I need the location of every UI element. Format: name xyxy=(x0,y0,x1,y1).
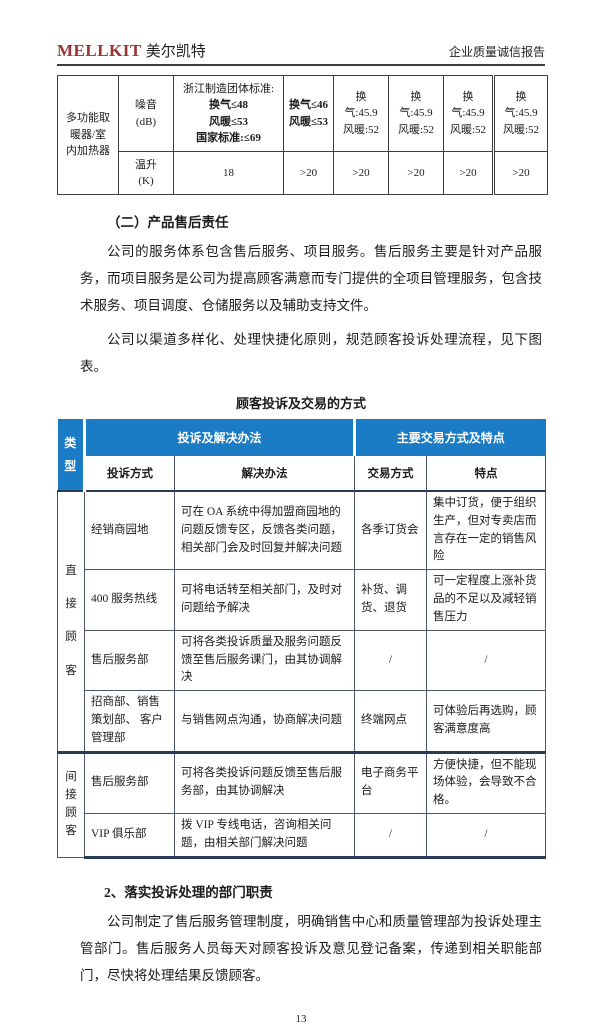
brand-logo-chinese: 美尔凯特 xyxy=(145,44,206,60)
table-cell: 售后服务部 xyxy=(84,750,175,815)
complaint-header-row-1: 类型 投诉及解决办法 主要交易方式及特点 xyxy=(57,419,546,492)
measured-cell: 换 气:45.9 风暖:52 xyxy=(492,75,548,152)
temp-limit-cell: >20 xyxy=(283,151,334,195)
table-cell: 经销商园地 xyxy=(84,490,175,571)
column-header: 投诉方式 xyxy=(84,456,175,492)
temp-measured-cell: >20 xyxy=(492,151,548,195)
metric-unit: (K) xyxy=(138,175,154,187)
standard-title: 浙江制造团体标准: xyxy=(182,82,275,95)
table-cell: 方便快捷，但不能现场体验，会导致不合格。 xyxy=(426,750,547,815)
table-cell: 终端网点 xyxy=(354,690,428,753)
table-cell: 拨 VIP 专线电话，咨询相关问题，由相关部门解决问题 xyxy=(173,813,356,859)
table-cell: / xyxy=(426,629,547,692)
standard-line: 换气≤48 xyxy=(208,99,249,111)
paragraph: 公司以渠道多样化、处理快捷化原则，规范顾客投诉处理流程，见下图表。 xyxy=(80,332,542,374)
measured-cell: 换 气:45.9 风暖:52 xyxy=(388,75,444,152)
limit-line: 换气≤46 xyxy=(288,99,329,111)
table-cell: 可体验后再选购，顾客满意度高 xyxy=(426,690,547,753)
spec-row-noise: 多功能取 暖器/室 内加热器 噪音 (dB) 浙江制造团体标准: 换气≤48 风… xyxy=(57,75,548,195)
table-cell: VIP 俱乐部 xyxy=(84,813,175,859)
temp-measured-cell: >20 xyxy=(388,151,444,195)
customer-type-cell: 直接顾客 xyxy=(57,490,85,753)
page-number: 13 xyxy=(295,1012,307,1025)
group-header-transactions: 主要交易方式及特点 xyxy=(354,419,546,456)
type-header-label: 类型 xyxy=(64,436,77,473)
table-cell: 电子商务平台 xyxy=(354,750,428,815)
customer-type-label: 间接顾客 xyxy=(65,771,77,837)
zhejiang-standard-cell: 浙江制造团体标准: 换气≤48 风暖≤53 国家标准:≤69 xyxy=(173,75,284,152)
table-cell: / xyxy=(426,813,547,859)
complaint-header-row-2: 投诉方式 解决办法 交易方式 特点 xyxy=(58,456,547,492)
page-header: MELLKIT 美尔凯特 企业质量诚信报告 xyxy=(57,40,545,66)
section-heading: 2、落实投诉处理的部门职责 xyxy=(104,884,273,900)
measured-cell: 换 气:45.9 风暖:52 xyxy=(333,75,389,152)
table-cell: 可将各类投诉质量及服务问题反馈至售后服务课门，由其协调解决 xyxy=(173,629,356,692)
column-header: 特点 xyxy=(426,456,547,492)
table-row: 直接顾客 经销商园地 可在 OA 系统中得加盟商园地的问题反馈专区，反馈各类问题… xyxy=(57,490,547,753)
table-cell: / xyxy=(354,813,428,859)
limit-line: 风暖≤53 xyxy=(288,115,329,128)
section-complaint-duty: 2、落实投诉处理的部门职责 公司制定了售后服务管理制度，明确销售中心和质量管理部… xyxy=(80,881,542,989)
product-name-cell: 多功能取 暖器/室 内加热器 xyxy=(57,75,119,195)
group-header-complaints: 投诉及解决办法 xyxy=(84,419,357,456)
document-page: MELLKIT 美尔凯特 企业质量诚信报告 多功能取 暖器/室 内加热器 噪音 (… xyxy=(57,40,548,1025)
limit-cell: 换气≤46 风暖≤53 xyxy=(283,75,334,152)
table-cell: 补货、调货、退货 xyxy=(354,569,428,631)
table-row: 400 服务热线 可将电话转至相关部门，及时对问题给予解决 补货、调货、退货 可… xyxy=(58,569,547,631)
table-cell: 可在 OA 系统中得加盟商园地的问题反馈专区，反馈各类问题，相关部门会及时回复并… xyxy=(173,490,356,571)
table-row: 间接顾客 售后服务部 可将各类投诉问题反馈至售后服务部，由其协调解决 电子商务平… xyxy=(57,750,547,858)
temp-measured-cell: >20 xyxy=(333,151,389,195)
table-cell: 招商部、销售策划部、 客户管理部 xyxy=(84,690,175,753)
customer-type-cell: 间接顾客 xyxy=(57,750,85,858)
noise-metric-cell: 噪音 (dB) xyxy=(118,75,174,152)
metric-unit: (dB) xyxy=(135,115,157,128)
table-cell: 400 服务热线 xyxy=(84,569,175,631)
spec-table: 多功能取 暖器/室 内加热器 噪音 (dB) 浙江制造团体标准: 换气≤48 风… xyxy=(57,75,548,195)
measured-cell: 换 气:45.9 风暖:52 xyxy=(443,75,494,152)
metric-label: 温升 xyxy=(135,158,157,171)
brand: MELLKIT 美尔凯特 xyxy=(57,40,206,61)
table-cell: 可将各类投诉问题反馈至售后服务部，由其协调解决 xyxy=(173,750,356,815)
paragraph: 公司制定了售后服务管理制度，明确销售中心和质量管理部为投诉处理主管部门。售后服务… xyxy=(80,913,542,983)
complaint-table: 类型 投诉及解决办法 主要交易方式及特点 投诉方式 解决办法 交易方式 特点 直… xyxy=(57,419,547,859)
table-cell: 与销售网点沟通，协商解决问题 xyxy=(173,690,356,753)
brand-logo: MELLKIT xyxy=(57,41,142,60)
standard-line: 风暖≤53 xyxy=(208,115,249,128)
section-heading: （二）产品售后责任 xyxy=(107,215,229,230)
table-row: VIP 俱乐部 拨 VIP 专线电话，咨询相关问题，由相关部门解决问题 / / xyxy=(58,813,547,859)
column-header: 解决办法 xyxy=(174,456,356,492)
standard-line: 国家标准:≤69 xyxy=(196,132,261,144)
table-cell: 售后服务部 xyxy=(84,629,175,692)
spec-row-temp: 温升 (K) 18 >20 >20 >20 >20 >20 xyxy=(58,151,548,195)
table-cell: 可一定程度上涨补货品的不足以及减轻销售压力 xyxy=(426,569,547,631)
metric-label: 噪音 xyxy=(135,99,157,111)
table-row: 招商部、销售策划部、 客户管理部 与销售网点沟通，协商解决问题 终端网点 可体验… xyxy=(58,690,547,753)
table-cell: 各季订货会 xyxy=(354,490,428,571)
report-title: 企业质量诚信报告 xyxy=(448,45,545,59)
customer-type-label: 直接顾客 xyxy=(65,564,77,677)
table-row: 售后服务部 可将各类投诉质量及服务问题反馈至售后服务课门，由其协调解决 / / xyxy=(58,629,547,692)
temp-metric-cell: 温升 (K) xyxy=(118,151,174,195)
column-header: 交易方式 xyxy=(354,456,428,492)
type-header-cell: 类型 xyxy=(57,419,86,492)
temp-measured-cell: >20 xyxy=(443,151,494,195)
temp-standard-cell: 18 xyxy=(173,151,284,195)
table-cell: 集中订货，便于组织生产，但对专卖店而言存在一定的销售风险 xyxy=(426,490,547,571)
section-after-sales: （二）产品售后责任 公司的服务体系包含售后服务、项目服务。售后服务主要是针对产品… xyxy=(80,211,542,380)
table-cell: / xyxy=(354,629,428,692)
complaint-table-title: 顾客投诉及交易的方式 xyxy=(235,396,366,411)
table-cell: 可将电话转至相关部门，及时对问题给予解决 xyxy=(173,569,356,631)
paragraph: 公司的服务体系包含售后服务、项目服务。售后服务主要是针对产品服务，而项目服务是公… xyxy=(80,244,542,313)
